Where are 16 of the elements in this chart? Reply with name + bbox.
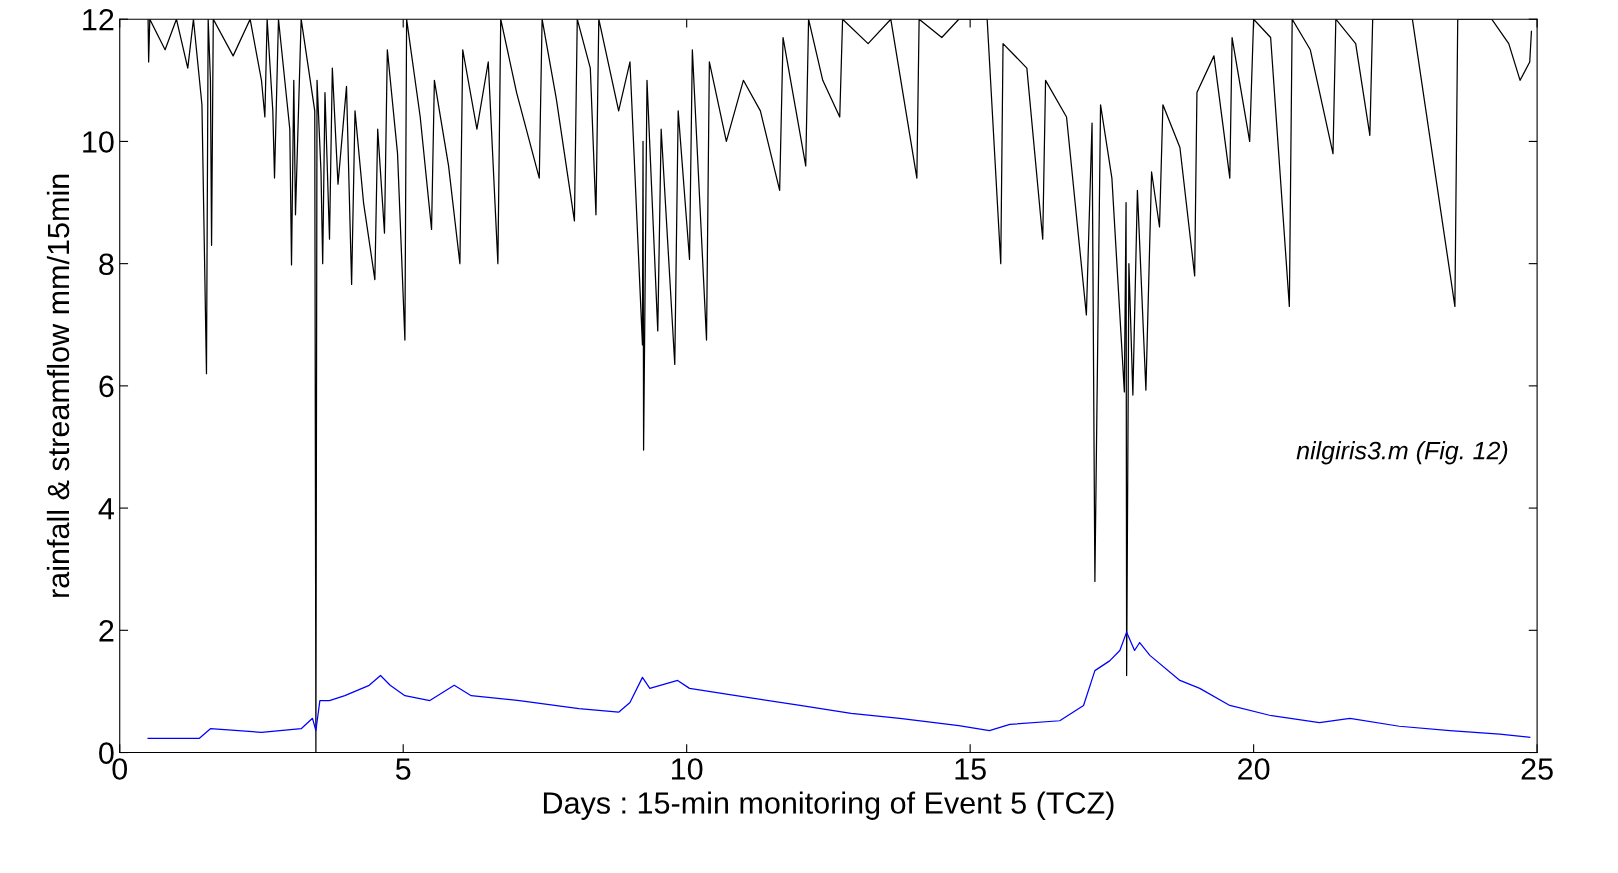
annotation: nilgiris3.m (Fig. 12) [1296,441,1508,465]
y-tick-label: 8 [99,253,114,276]
y-tick-label: 10 [83,131,114,153]
x-tick-label: 20 [1238,758,1270,780]
y-tick-label: 2 [99,620,114,642]
y-tick-label: 6 [99,375,114,398]
x-tick-label: 15 [955,758,986,780]
x-tick-label: 10 [672,758,703,780]
x-axis-title: Days : 15-min monitoring of Event 5 (TCZ) [543,791,1114,820]
line-series [147,631,1531,740]
y-tick-label: 12 [83,8,114,31]
y-tick-label: 0 [99,742,114,764]
y-tick-label: 4 [98,498,114,520]
x-tick-label: 25 [1521,758,1553,780]
x-tick-label: 5 [395,758,411,780]
y-axis-title: rainfall & streamflow mm/15min [46,174,70,597]
